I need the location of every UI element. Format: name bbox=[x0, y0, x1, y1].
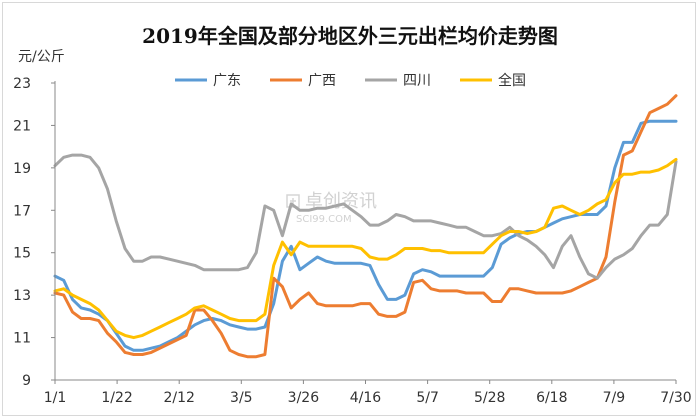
y-tick-label: 21 bbox=[13, 118, 31, 134]
series-line-2 bbox=[53, 94, 678, 359]
legend-label: 全国 bbox=[498, 72, 526, 89]
legend-label: 四川 bbox=[403, 73, 431, 89]
legend-label: 广东 bbox=[213, 73, 241, 89]
watermark-en: SCI99.COM bbox=[296, 214, 352, 225]
x-tick-label: 5/7 bbox=[416, 390, 439, 406]
series-line-3 bbox=[53, 153, 678, 280]
y-tick-label: 13 bbox=[13, 288, 31, 304]
y-tick-label: 9 bbox=[22, 373, 31, 389]
y-tick-label: 11 bbox=[13, 331, 31, 347]
y-axis-unit: 元/公斤 bbox=[18, 49, 65, 65]
legend: 广东 广西 四川 全国 bbox=[175, 72, 526, 89]
series-line-4 bbox=[53, 157, 678, 340]
plot-area bbox=[53, 94, 678, 359]
x-tick-label: 1/22 bbox=[101, 390, 132, 406]
x-tick-label: 3/5 bbox=[230, 390, 253, 406]
series-line-1 bbox=[53, 119, 678, 352]
legend-label: 广西 bbox=[308, 73, 336, 89]
y-tick-label: 17 bbox=[13, 203, 31, 219]
x-tick-label: 1/1 bbox=[44, 390, 67, 406]
x-tick-label: 7/30 bbox=[660, 390, 691, 406]
y-tick-label: 23 bbox=[13, 76, 31, 92]
y-tick-label: 19 bbox=[13, 161, 31, 177]
x-tick-label: 3/26 bbox=[288, 390, 320, 406]
chart-title: 2019年全国及部分地区外三元出栏均价走势图 bbox=[142, 24, 558, 48]
x-tick-label: 6/18 bbox=[536, 390, 567, 406]
y-tick-label: 15 bbox=[13, 246, 31, 262]
axes: 9 11 13 15 17 19 21 23 1/1 1/22 2/12 3/5 3/26 4/16 5/7… bbox=[13, 76, 692, 406]
x-tick-label: 5/28 bbox=[474, 390, 505, 406]
x-tick-label: 4/16 bbox=[350, 390, 382, 406]
x-tick-label: 2/12 bbox=[163, 390, 194, 406]
x-tick-label: 7/9 bbox=[603, 390, 626, 406]
